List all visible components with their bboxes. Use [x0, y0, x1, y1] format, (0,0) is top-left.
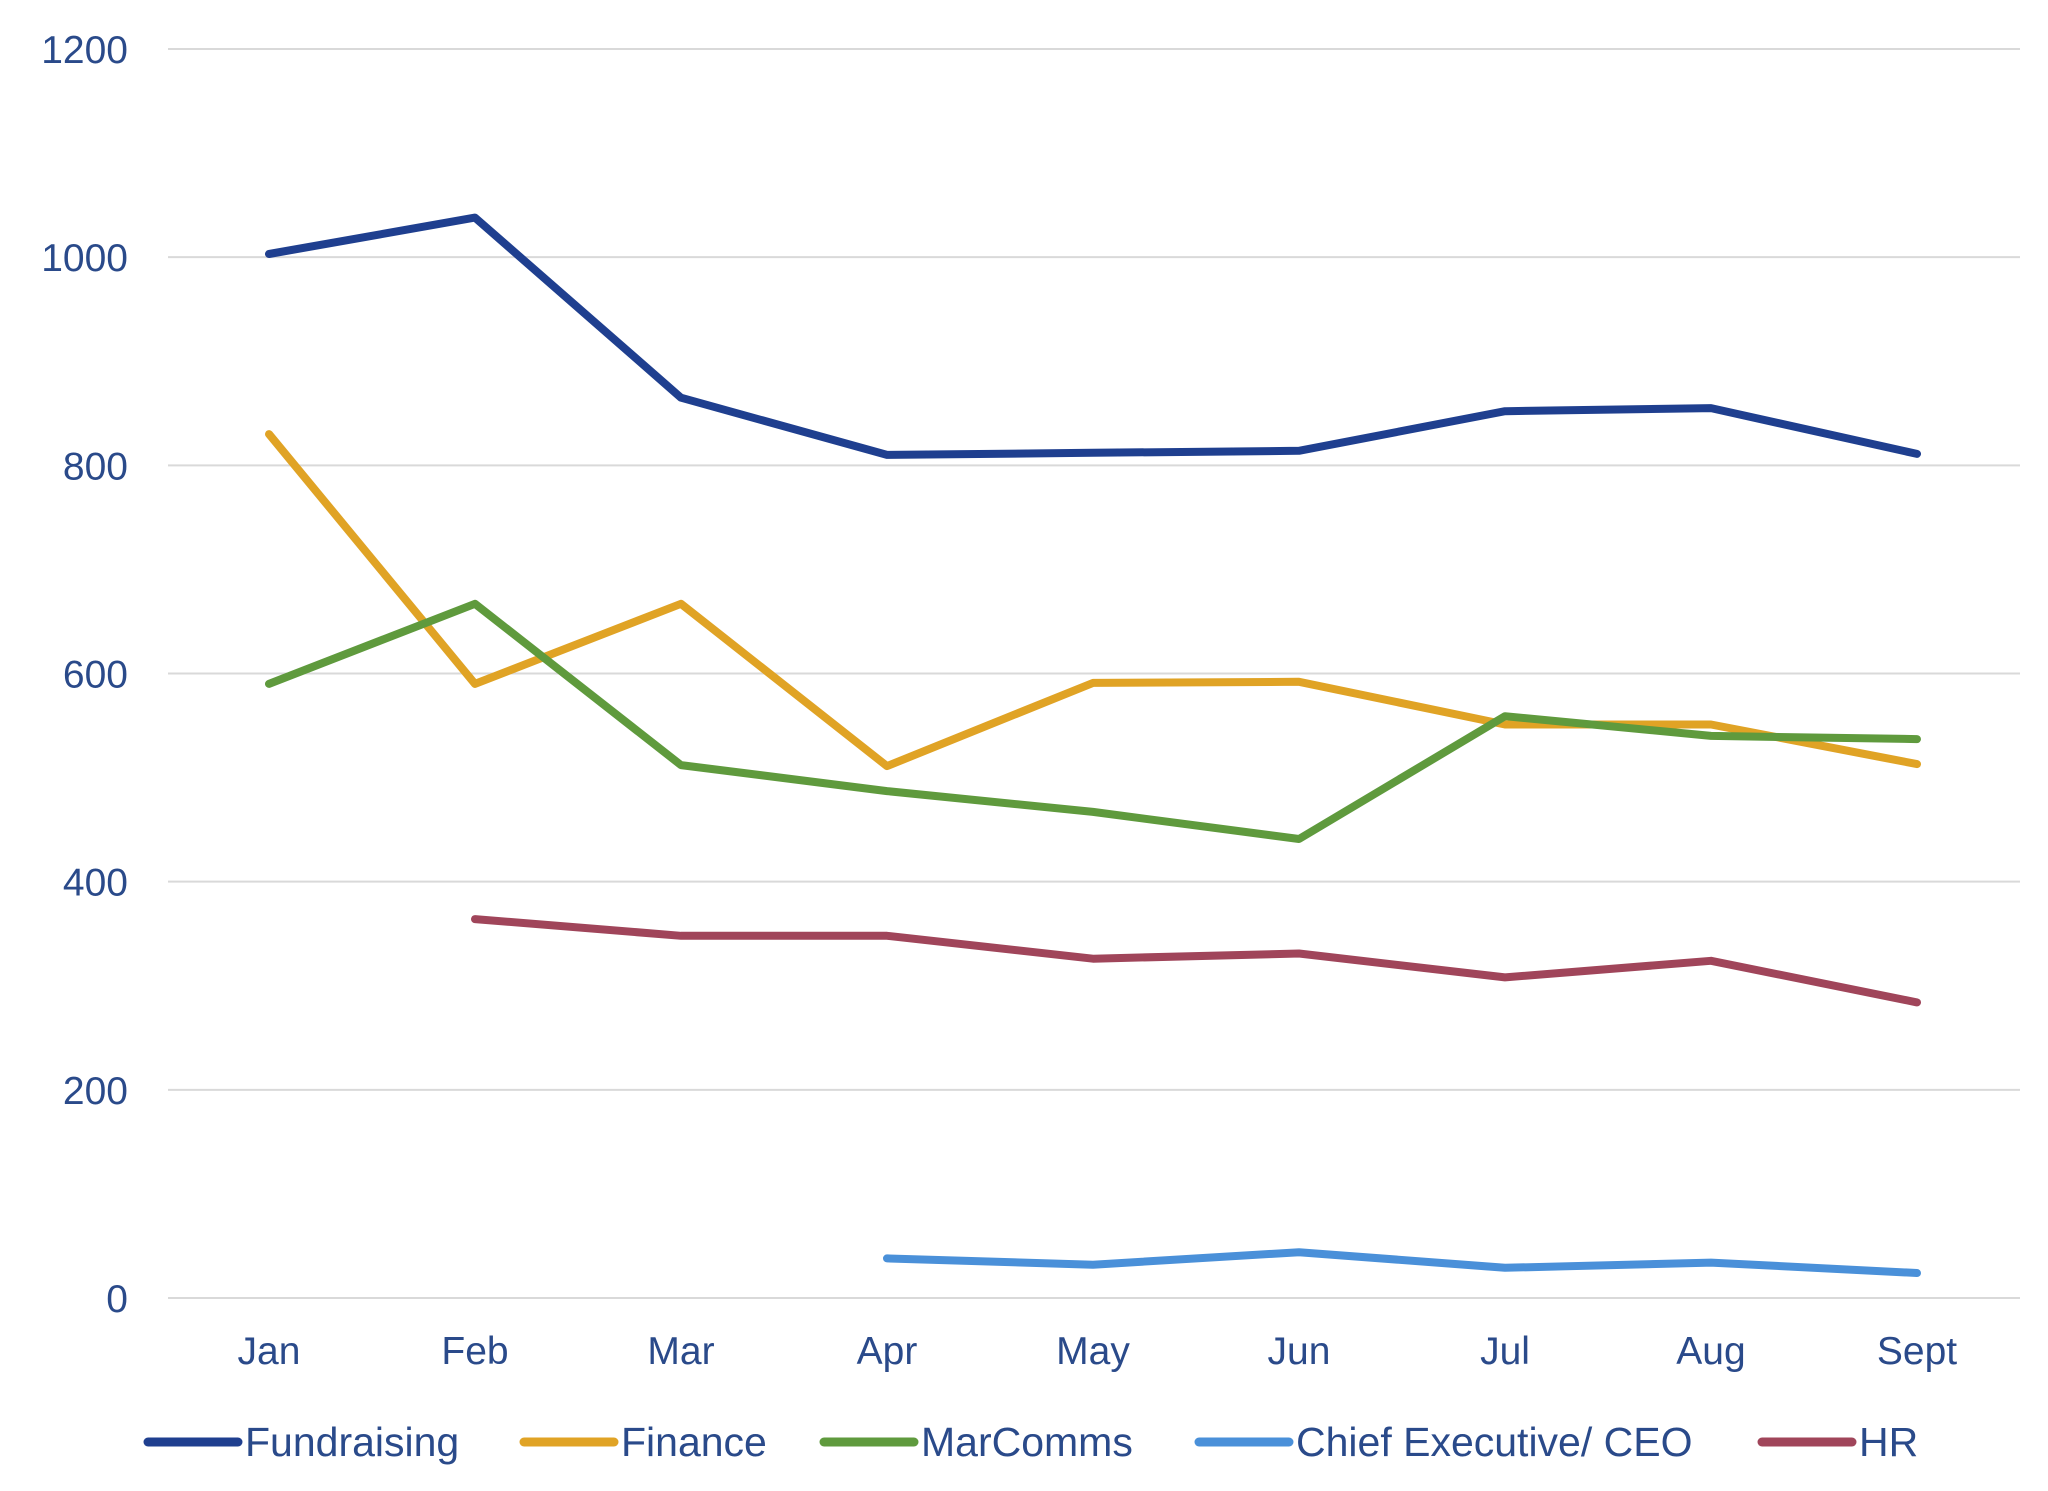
- legend: Fundraising Finance MarComms Chief Executiv…: [143, 1419, 1918, 1465]
- x-tick-label: Jul: [1480, 1330, 1530, 1373]
- legend-label-chief-executive-ceo: Chief Executive/ CEO: [1296, 1419, 1693, 1465]
- legend-label-finance: Finance: [621, 1419, 767, 1465]
- y-tick-label: 200: [63, 1070, 128, 1113]
- y-tick-label: 600: [63, 654, 128, 697]
- x-tick-label: Jan: [238, 1330, 301, 1373]
- y-tick-label: 1000: [41, 237, 128, 280]
- y-axis-tick-labels: 0 200 400 600 800 1000 1200: [41, 29, 128, 1321]
- series-line-hr: [471, 915, 1921, 1007]
- x-tick-label: Jun: [1268, 1330, 1331, 1373]
- gridlines: [168, 48, 2020, 1299]
- series-line-fundraising: [265, 213, 1921, 459]
- legend-label-hr: HR: [1859, 1419, 1918, 1465]
- series-line-marcomms: [265, 599, 1921, 843]
- series-lines: [265, 213, 1921, 1277]
- x-tick-label: Sept: [1877, 1330, 1957, 1373]
- y-tick-label: 800: [63, 445, 128, 488]
- legend-label-marcomms: MarComms: [921, 1419, 1133, 1465]
- x-tick-label: May: [1056, 1330, 1130, 1373]
- y-tick-label: 0: [106, 1278, 128, 1321]
- x-tick-label: Mar: [647, 1330, 714, 1373]
- x-tick-label: Feb: [441, 1330, 508, 1373]
- x-tick-label: Aug: [1676, 1330, 1745, 1373]
- y-tick-label: 1200: [41, 29, 128, 72]
- y-tick-label: 400: [63, 862, 128, 905]
- series-line-finance: [265, 430, 1921, 771]
- legend-label-fundraising: Fundraising: [245, 1419, 459, 1465]
- x-axis-tick-labels: Jan Feb Mar Apr May Jun Jul Aug Sept: [238, 1330, 1958, 1373]
- series-line-chief-executive-ceo: [883, 1248, 1921, 1277]
- x-tick-label: Apr: [857, 1330, 918, 1373]
